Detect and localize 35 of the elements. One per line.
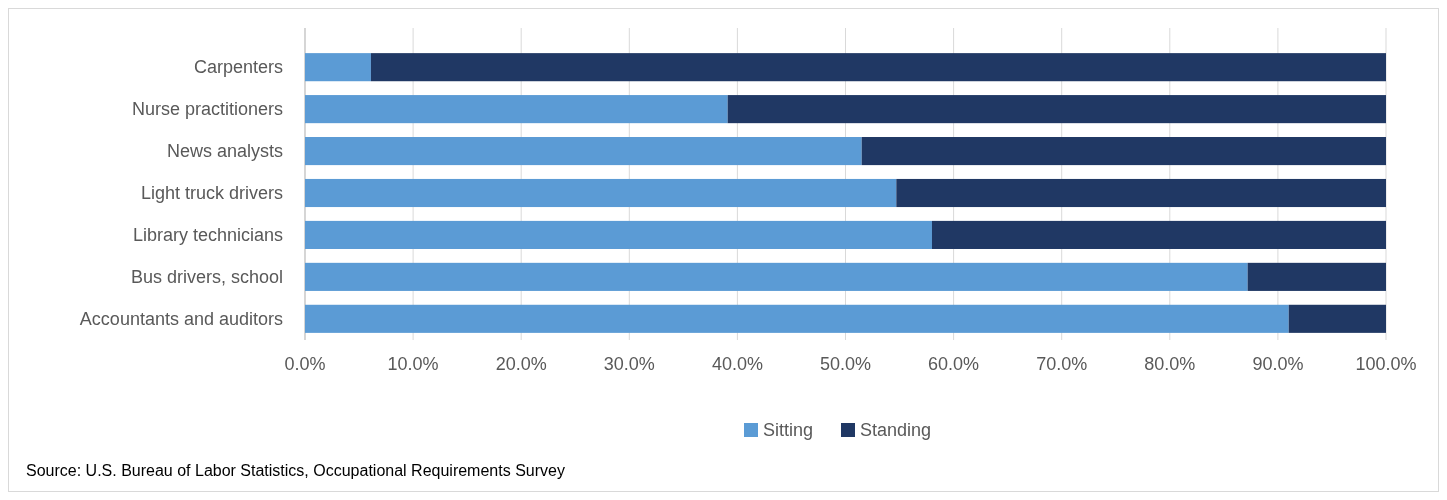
bar (305, 53, 371, 82)
x-tick-label: 20.0% (495, 354, 547, 374)
bar (305, 220, 932, 249)
bar (305, 95, 728, 124)
bar (896, 178, 1386, 208)
bar (727, 95, 1386, 124)
source-note: Source: U.S. Bureau of Labor Statistics, Occupational Requirements Survey (26, 462, 565, 479)
bar (861, 137, 1386, 166)
y-tick-label: News analysts (166, 141, 283, 162)
bar (931, 220, 1386, 249)
x-tick-label: 0.0% (284, 354, 326, 374)
bar (305, 178, 897, 208)
y-tick-label: Nurse practitioners (131, 99, 283, 120)
x-tick-label: 30.0% (603, 354, 655, 374)
x-tick-label: 90.0% (1252, 354, 1304, 374)
bar (1247, 262, 1386, 291)
x-tick-label: 60.0% (928, 354, 980, 374)
y-tick-label: Accountants and auditors (79, 309, 283, 330)
x-tick-label: 80.0% (1144, 354, 1196, 374)
x-tick-label: 70.0% (1036, 354, 1088, 374)
y-tick-label: Library technicians (132, 225, 283, 246)
bar (370, 53, 1386, 82)
x-tick-label: 40.0% (711, 354, 763, 374)
y-tick-label: Bus drivers, school (130, 267, 283, 288)
bar (305, 304, 1289, 333)
y-tick-label: Light truck drivers (140, 183, 283, 204)
bar (305, 137, 862, 166)
x-tick-label: 50.0% (819, 354, 872, 374)
x-tick-label: 100.0% (1355, 354, 1417, 374)
bar (1288, 304, 1386, 333)
x-tick-label: 10.0% (387, 354, 439, 374)
bar (305, 262, 1248, 291)
legend-label: Standing (860, 420, 932, 441)
legend-label: Sitting (763, 420, 814, 441)
y-tick-label: Carpenters (193, 57, 283, 78)
